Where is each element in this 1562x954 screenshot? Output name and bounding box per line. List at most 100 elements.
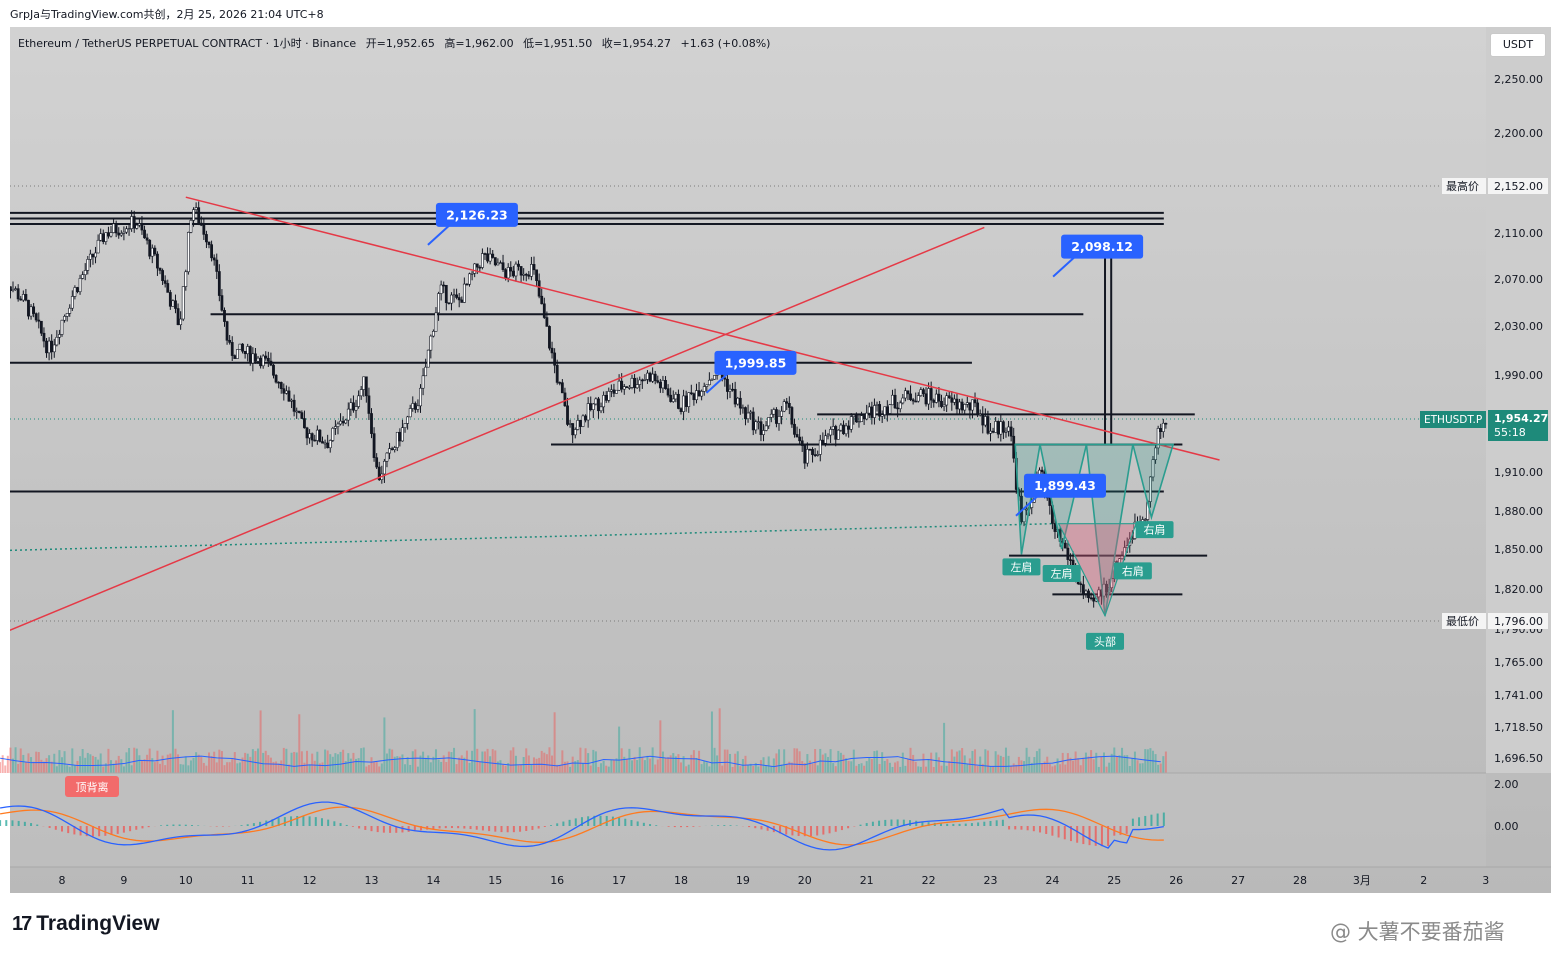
volume-bar	[208, 752, 211, 773]
volume-bar	[494, 750, 497, 773]
candle-body	[620, 380, 624, 390]
volume-bar	[406, 757, 409, 773]
macd-histogram-bar	[450, 826, 453, 829]
candle-body	[171, 300, 175, 307]
candle-body	[194, 207, 198, 210]
callout-pointer	[427, 224, 451, 246]
volume-bar	[919, 766, 922, 773]
volume-bar	[654, 764, 657, 773]
candle-body	[586, 403, 590, 421]
candle-body	[728, 388, 732, 392]
candle-body	[1154, 447, 1157, 460]
candle-body	[132, 216, 136, 229]
macd-histogram-bar	[952, 823, 955, 826]
volume-bar	[667, 757, 670, 773]
candle-body	[671, 398, 675, 402]
candle-body	[491, 253, 495, 258]
volume-bar	[491, 749, 494, 773]
volume-bar	[698, 750, 701, 773]
volume-bar	[535, 758, 538, 773]
candle-body	[431, 331, 435, 337]
candle-body	[880, 414, 884, 417]
macd-histogram-bar	[469, 826, 472, 830]
candle-body	[793, 423, 796, 435]
volume-bar	[259, 710, 262, 773]
candle-body	[284, 390, 288, 394]
volume-bar	[453, 747, 456, 773]
volume-bars	[0, 708, 1167, 773]
macd-histogram-bar	[989, 820, 992, 826]
currency-unit-button[interactable]: USDT	[1490, 33, 1546, 57]
macd-histogram-bar	[438, 826, 441, 829]
volume-bar	[610, 759, 613, 773]
candle-body	[999, 421, 1003, 435]
candle-body	[153, 247, 157, 255]
volume-bar	[581, 762, 584, 773]
macd-histogram-bar	[797, 826, 800, 836]
volume-bar	[318, 763, 321, 773]
brand-name: TradingView	[36, 912, 160, 935]
volume-bar	[195, 752, 198, 773]
volume-bar	[1, 755, 4, 773]
candle-body	[205, 234, 208, 243]
macd-histogram-bar	[407, 826, 410, 832]
volume-bar	[32, 761, 35, 773]
macd-histogram-bar	[333, 821, 336, 826]
volume-bar	[30, 757, 33, 773]
macd-tick-label: 0.00	[1494, 820, 1519, 833]
volume-bar	[120, 759, 123, 773]
candle-body	[893, 394, 897, 409]
candle-body	[602, 395, 606, 408]
label-right-shoulder: 右肩	[1122, 564, 1144, 578]
candle-body	[0, 273, 1, 274]
volume-bar	[434, 749, 437, 773]
volume-bar	[579, 747, 582, 773]
volume-bar	[104, 763, 107, 773]
macd-histogram-bar	[444, 826, 447, 829]
macd-histogram-bar	[1026, 826, 1029, 831]
candle-body	[759, 421, 763, 435]
volume-bar	[669, 755, 672, 773]
candle-body	[117, 232, 121, 236]
price-tick-label: 2,250.00	[1494, 73, 1543, 86]
candle-body	[965, 402, 969, 405]
candle-body	[633, 377, 636, 389]
volume-bar	[1136, 760, 1139, 773]
chart-frame[interactable]	[10, 27, 1551, 893]
candle-body	[1066, 547, 1070, 560]
volume-bar	[1046, 756, 1049, 773]
volume-bar	[1010, 766, 1013, 773]
volume-bar	[530, 764, 533, 773]
candle-body	[354, 406, 358, 411]
macd-histogram-bar	[116, 826, 119, 834]
callout-box	[714, 350, 797, 375]
volume-bar	[778, 749, 781, 773]
volume-bar	[290, 752, 293, 773]
candle-body	[950, 397, 954, 403]
candle-body	[339, 420, 342, 425]
candle-body	[21, 294, 25, 301]
volume-bar	[81, 749, 84, 773]
candle-body	[901, 397, 905, 404]
candle-body	[581, 415, 585, 427]
macd-tick-label: 2.00	[1494, 778, 1519, 791]
volume-bar	[414, 749, 417, 773]
volume-bar	[287, 764, 290, 773]
volume-bar	[174, 748, 177, 773]
volume-bar	[1087, 756, 1090, 773]
volume-bar	[153, 762, 156, 773]
candle-body	[109, 232, 113, 237]
volume-bar	[202, 762, 205, 773]
candle-body	[702, 386, 706, 392]
volume-bar	[729, 753, 732, 773]
volume-bar	[507, 762, 510, 773]
highest-price-label-bg	[1442, 178, 1486, 194]
volume-bar	[342, 749, 345, 773]
volume-bar	[909, 747, 912, 773]
candle-body	[261, 355, 265, 367]
volume-bar	[600, 763, 603, 773]
candle-body	[782, 401, 786, 412]
candle-body	[1164, 422, 1168, 425]
macd-histogram-bar	[147, 826, 150, 828]
